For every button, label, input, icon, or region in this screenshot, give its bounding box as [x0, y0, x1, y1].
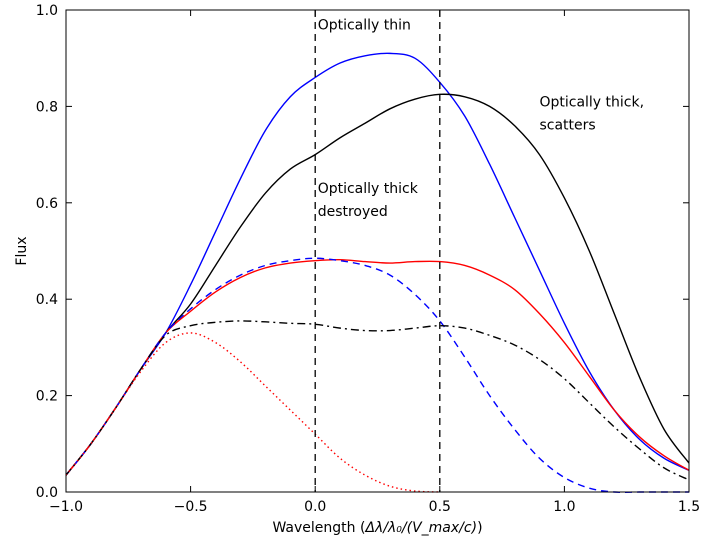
- series-line: [65, 258, 690, 476]
- series-line: [65, 332, 440, 493]
- annotation-text: Optically thick, scatters: [539, 94, 644, 133]
- x-tick-label: 1.5: [678, 499, 700, 515]
- plot-frame: [65, 9, 690, 493]
- annotations: Optically thin Optically thick, scatters Op…: [318, 17, 644, 220]
- y-tick-label: 1.0: [36, 3, 58, 19]
- annotation-text: Optically thick destroyed: [318, 181, 419, 220]
- axis-ticks: −1.0 −0.5 0.0 0.5 1.0 1.5 0.0 0.2 0.4 0.6 0.8 1.0: [36, 3, 700, 515]
- y-tick-label: 0.4: [36, 292, 58, 308]
- vertical-reference-lines: [314, 10, 441, 492]
- series-line: [65, 93, 690, 476]
- y-tick-label: 0.8: [36, 99, 58, 115]
- y-axis-label: Flux: [14, 236, 30, 265]
- x-tick-label: −0.5: [174, 499, 208, 515]
- x-axis-label-math: Δλ/λ₀/(V_max/c): [364, 520, 477, 536]
- x-tick-label: 0.5: [429, 499, 451, 515]
- y-tick-label: 0.0: [36, 485, 58, 501]
- annotation-text: Optically thin: [318, 17, 411, 33]
- x-axis-label-close: ): [477, 520, 482, 536]
- x-axis-label: Wavelength (Δλ/λ₀/(V_max/c)): [272, 520, 482, 536]
- x-tick-label: 0.0: [304, 499, 326, 515]
- y-tick-label: 0.2: [36, 389, 58, 405]
- series-line: [65, 257, 689, 493]
- y-tick-label: 0.6: [36, 196, 58, 212]
- x-tick-label: −1.0: [49, 499, 83, 515]
- series-line: [65, 320, 690, 481]
- series-layer: [65, 52, 690, 493]
- x-axis-label-text: Wavelength (: [272, 520, 365, 536]
- x-tick-label: 1.0: [553, 499, 575, 515]
